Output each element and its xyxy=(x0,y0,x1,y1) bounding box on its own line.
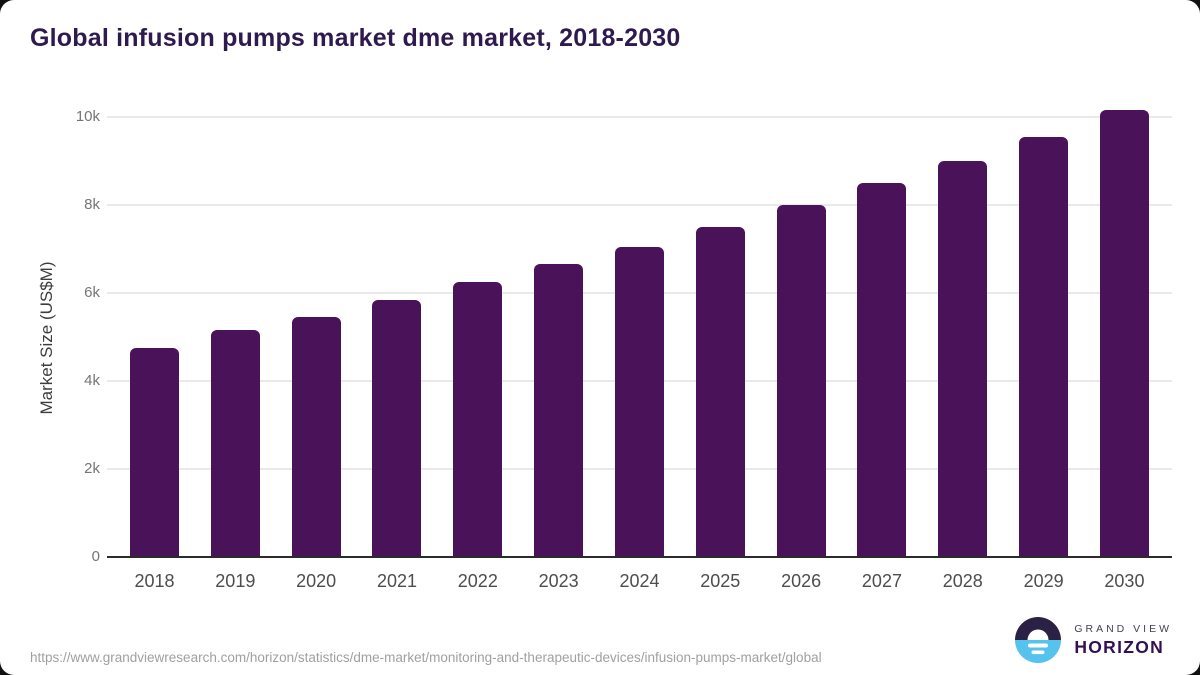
x-tick-label-2022: 2022 xyxy=(457,571,498,591)
x-axis-line xyxy=(107,556,1172,558)
x-tick-label-2027: 2027 xyxy=(861,571,902,591)
y-tick-label-2k: 2k xyxy=(84,460,100,477)
x-tick-label-2023: 2023 xyxy=(538,571,579,591)
bar-2019[interactable] xyxy=(210,330,260,557)
source-url: https://www.grandviewresearch.com/horizo… xyxy=(30,650,822,666)
brand-name-grand-view: GRAND VIEW xyxy=(1074,622,1172,635)
bar-2029[interactable] xyxy=(1019,137,1069,557)
bar-2020[interactable] xyxy=(291,317,341,557)
bar-2022[interactable] xyxy=(453,282,503,557)
x-tick-label-2019: 2019 xyxy=(215,571,256,591)
bars-row xyxy=(107,97,1172,557)
bar-2027[interactable] xyxy=(857,183,907,557)
x-tick-label-2025: 2025 xyxy=(700,571,741,591)
x-tick-label-2021: 2021 xyxy=(376,571,417,591)
x-tick-label-2018: 2018 xyxy=(134,571,175,591)
x-tick-label-2030: 2030 xyxy=(1104,571,1145,591)
bar-2030[interactable] xyxy=(1099,110,1149,557)
bar-2025[interactable] xyxy=(695,227,745,557)
y-tick-label-4k: 4k xyxy=(84,372,100,389)
page-title: Global infusion pumps market dme market,… xyxy=(30,24,681,52)
sunrise-horizon-icon xyxy=(1015,617,1062,663)
y-tick-label-10k: 10k xyxy=(75,108,100,125)
x-tick-label-2024: 2024 xyxy=(619,571,660,591)
bar-2028[interactable] xyxy=(938,161,988,557)
bar-2023[interactable] xyxy=(534,264,584,557)
x-tick-label-2020: 2020 xyxy=(296,571,337,591)
bar-2024[interactable] xyxy=(614,247,664,557)
brand-name-horizon: HORIZON xyxy=(1074,636,1165,657)
x-axis-labels: 2018 2019 2020 2021 2022 2023 2024 2025 2026 2027… xyxy=(107,571,1172,592)
y-tick-label-6k: 6k xyxy=(84,284,100,301)
x-tick-label-2028: 2028 xyxy=(942,571,983,591)
brand-logo: GRAND VIEW HORIZON xyxy=(1015,617,1172,663)
gridline-10k xyxy=(107,116,1172,118)
bar-2021[interactable] xyxy=(372,300,422,557)
bar-2026[interactable] xyxy=(776,205,826,557)
y-tick-label-8k: 8k xyxy=(84,196,100,213)
y-tick-label-0: 0 xyxy=(91,548,100,565)
gridline-8k xyxy=(107,204,1172,206)
bar-2018[interactable] xyxy=(130,348,179,557)
x-tick-label-2029: 2029 xyxy=(1023,571,1064,591)
x-tick-label-2026: 2026 xyxy=(781,571,822,591)
